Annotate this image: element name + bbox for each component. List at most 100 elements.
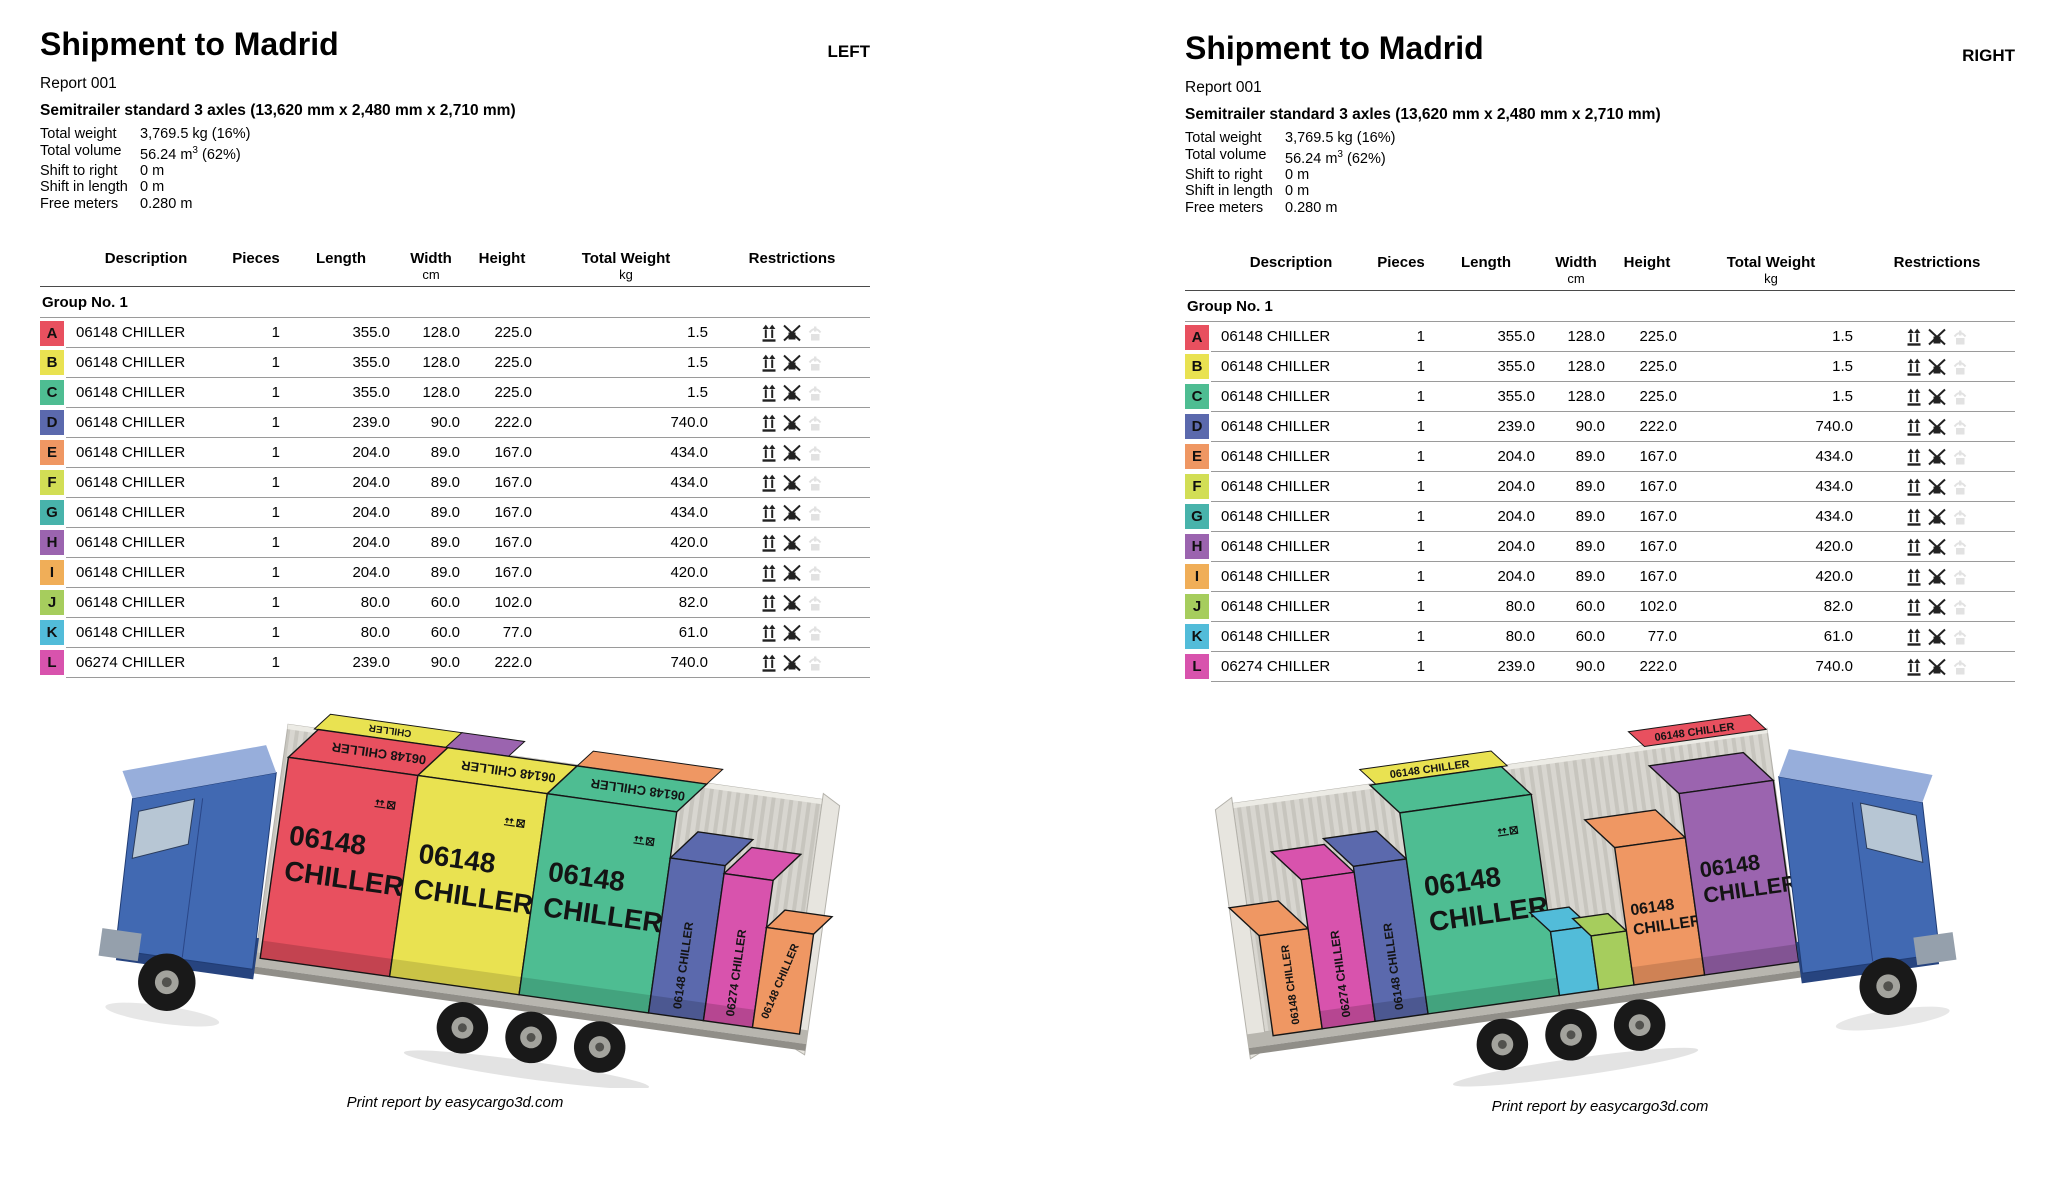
cargo-box-c-teal: 06148 CHILLER [1368,766,1561,1015]
row-length: 80.0 [1431,621,1541,653]
do-not-stack-icon [783,564,801,582]
stat-shift-right: Shift to right 0 m [1185,166,1310,183]
row-total-weight: 61.0 [538,617,714,649]
cargo-box-e-orange: 06148 CHILLER [1227,900,1323,1037]
row-total-weight: 1.5 [1683,321,1859,353]
cargo-table: Description Pieces Length Width Height T… [40,248,870,679]
row-pieces: 1 [1371,441,1431,473]
col-width: Width [1555,254,1597,272]
row-length: 239.0 [1431,651,1541,683]
row-height: 225.0 [1611,321,1683,353]
handling-restriction-icon-disabled [808,386,822,401]
row-height: 222.0 [1611,651,1683,683]
row-description: 06148 CHILLER [66,377,226,409]
this-way-up-icon [1907,628,1921,646]
cargo-table-body: Group No. 1 A 06148 CHILLER 1 355.0 128.… [1185,290,2015,683]
row-description: 06274 CHILLER [1211,651,1371,683]
this-way-up-icon [762,654,776,672]
do-not-stack-icon [783,444,801,462]
row-height: 167.0 [466,527,538,559]
row-pieces: 1 [226,347,286,379]
do-not-stack-icon [783,504,801,522]
row-pieces: 1 [1371,381,1431,413]
this-way-up-icon [762,564,776,582]
row-color-badge: I [1185,564,1209,590]
restriction-icons [1904,507,1970,527]
truck-wheels [138,953,650,1090]
row-height: 225.0 [1611,351,1683,383]
row-color-badge: H [1185,534,1209,560]
row-pieces: 1 [226,497,286,529]
row-width: 128.0 [396,347,466,379]
row-length: 204.0 [286,497,396,529]
this-way-up-icon [1907,448,1921,466]
row-height: 167.0 [1611,531,1683,563]
row-length: 355.0 [1431,381,1541,413]
restriction-icons [759,473,825,493]
col-length: Length [1461,254,1511,272]
col-pieces: Pieces [1377,254,1425,272]
col-description: Description [1249,254,1333,272]
cargo-box-k-cyan [1528,906,1600,997]
row-total-weight: 740.0 [1683,651,1859,683]
row-width: 89.0 [396,497,466,529]
row-description: 06148 CHILLER [1211,531,1371,563]
restriction-icons [759,563,825,583]
row-width: 60.0 [1541,591,1611,623]
do-not-stack-icon [1928,478,1946,496]
row-total-weight: 420.0 [538,557,714,589]
row-length: 204.0 [1431,531,1541,563]
handling-restriction-icon-disabled [1953,540,1967,555]
wheel [1613,999,1666,1052]
row-length: 204.0 [286,557,396,589]
row-total-weight: 740.0 [538,647,714,679]
row-color-badge: E [1185,444,1209,470]
wheel [573,1021,626,1074]
this-way-up-icon [762,594,776,612]
row-color-badge: G [40,500,64,526]
row-color-badge: B [40,350,64,376]
table-row: H 06148 CHILLER 1 204.0 89.0 167.0 420.0 [1185,531,2015,563]
this-way-up-icon [1907,418,1921,436]
table-row: E 06148 CHILLER 1 204.0 89.0 167.0 434.0 [40,437,870,469]
stat-total-volume: Total volume 56.24 m3 (62%) [1185,146,1386,167]
cargo-box-b-yellow: 06148 CHILLER 06148 CHILLER [388,747,579,996]
do-not-stack-icon [1928,328,1946,346]
restriction-icons [1904,657,1970,677]
handling-restriction-icon-disabled [1953,420,1967,435]
cargo-box-l-magenta: 06274 CHILLER [1269,844,1376,1030]
do-not-stack-icon [783,414,801,432]
restriction-icons [1904,447,1970,467]
row-length: 239.0 [286,647,396,679]
cargo-table: Description Pieces Length Width Height T… [1185,252,2015,683]
table-row: A 06148 CHILLER 1 355.0 128.0 225.0 1.5 [40,317,870,349]
handling-restriction-icon-disabled [1953,510,1967,525]
row-pieces: 1 [226,557,286,589]
row-description: 06148 CHILLER [66,587,226,619]
do-not-stack-icon [1928,628,1946,646]
row-length: 204.0 [1431,561,1541,593]
row-description: 06148 CHILLER [1211,441,1371,473]
wheel [436,1002,489,1054]
row-width: 90.0 [396,647,466,679]
this-way-up-icon [1907,328,1921,346]
this-way-up-icon [1907,508,1921,526]
this-way-up-icon [1907,388,1921,406]
row-height: 222.0 [1611,411,1683,443]
row-description: 06148 CHILLER [1211,411,1371,443]
restriction-icons [1904,387,1970,407]
row-total-weight: 434.0 [538,437,714,469]
row-description: 06274 CHILLER [66,647,226,679]
row-description: 06148 CHILLER [66,557,226,589]
row-description: 06148 CHILLER [1211,591,1371,623]
row-width: 128.0 [1541,381,1611,413]
page-title: Shipment to Madrid [1185,30,1484,66]
row-pieces: 1 [1371,591,1431,623]
group-row: Group No. 1 [40,286,870,319]
row-total-weight: 420.0 [1683,561,1859,593]
table-row: L 06274 CHILLER 1 239.0 90.0 222.0 740.0 [40,647,870,679]
row-width: 89.0 [1541,441,1611,473]
row-pieces: 1 [226,617,286,649]
restriction-icons [759,353,825,373]
